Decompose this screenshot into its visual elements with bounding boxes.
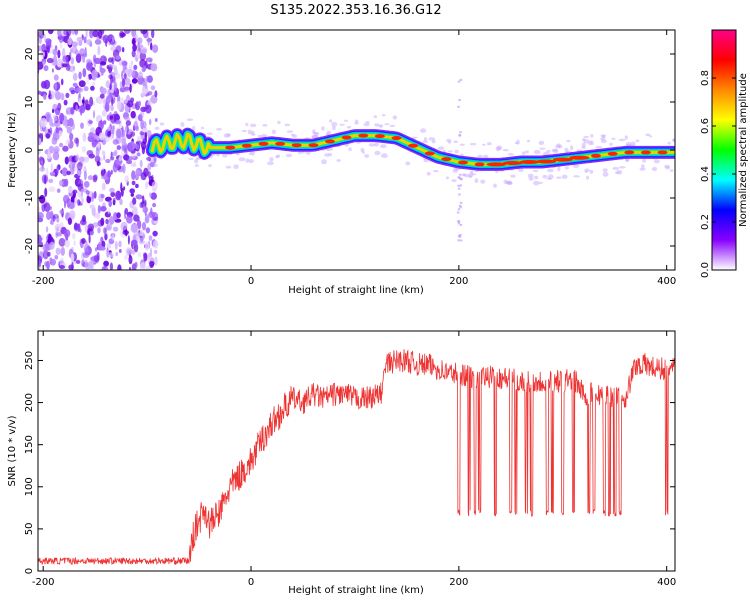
- streak-dot: [459, 201, 463, 204]
- x-tick-label: -200: [32, 577, 55, 588]
- colorbar-tick-label: 0.0: [700, 262, 711, 278]
- streak-dot: [459, 78, 463, 81]
- streak-dot: [457, 208, 461, 211]
- streak-dot: [457, 187, 461, 190]
- spectrogram-panel: -200 0 200 400 -20 -10 0 10 20 Height of straigh…: [7, 29, 676, 296]
- y-tick-label: 50: [24, 523, 35, 536]
- ridge-peak: [519, 160, 540, 164]
- snr-panel: -200 0 200 400 0 50 100 150 200 250 Height of str…: [7, 330, 676, 596]
- streak-dot: [457, 222, 461, 225]
- streak-dot: [457, 239, 460, 242]
- streak-dot: [457, 80, 461, 83]
- ridge-peak: [391, 136, 402, 140]
- ridge-peak: [458, 160, 468, 165]
- colorbar-gradient: [711, 29, 737, 271]
- spectrogram-content: [38, 30, 675, 270]
- snr-frame: [37, 330, 676, 572]
- y-tick-label: 100: [24, 477, 35, 496]
- ridge-peak: [552, 157, 573, 162]
- ridge-peak: [441, 157, 452, 162]
- streak-dot: [458, 176, 461, 179]
- snr-x-label: Height of straight line (km): [288, 585, 424, 596]
- ridge-peak: [308, 143, 319, 148]
- streak-dot: [457, 105, 460, 108]
- y-tick-label: 20: [24, 48, 35, 61]
- ridge-peak: [374, 134, 385, 139]
- ridge-peak: [275, 141, 286, 146]
- x-tick-label: -200: [32, 276, 55, 287]
- streak-dot: [458, 204, 462, 207]
- ridge-peak: [241, 143, 252, 148]
- ridge-peak: [657, 150, 668, 155]
- streak-dot: [457, 234, 461, 237]
- streak-dot: [459, 184, 463, 187]
- ridge-peak: [607, 151, 618, 156]
- y-tick-label: 150: [24, 435, 35, 454]
- ridge-peak: [258, 141, 269, 146]
- snr-plot-area: [38, 331, 675, 571]
- x-tick-label: 0: [248, 276, 254, 287]
- x-tick-label: 400: [657, 276, 676, 287]
- snr-content: [38, 349, 675, 566]
- y-tick-label: 250: [24, 351, 35, 370]
- x-tick-label: 200: [449, 276, 468, 287]
- x-tick-label: 400: [657, 577, 676, 588]
- streak-dot: [459, 178, 462, 180]
- y-tick-label: 10: [24, 96, 35, 109]
- y-tick-label: 0: [24, 147, 35, 153]
- streak-dot: [459, 234, 462, 236]
- streak-dot: [458, 193, 461, 196]
- ridge-band: [145, 127, 675, 171]
- snr-series-line: [38, 349, 675, 566]
- streak-dot: [459, 173, 462, 176]
- ridge-peak: [591, 153, 601, 158]
- ridge-peak: [291, 143, 302, 148]
- snr-y-label: SNR (10 * v/v): [7, 415, 18, 486]
- ridge-peak: [408, 143, 419, 148]
- spectrogram-y-label: Frequency (Hz): [7, 112, 18, 188]
- colorbar-tick-label: 0.2: [700, 214, 711, 230]
- ridge-peak: [424, 151, 435, 156]
- colorbar-tick-label: 0.8: [700, 70, 711, 86]
- streak-dot: [457, 184, 460, 187]
- snr-axes: -200 0 200 400 0 50 100 150 200 250: [24, 331, 676, 588]
- ridge-peak: [474, 162, 485, 167]
- y-tick-label: -10: [24, 190, 35, 206]
- ridge-peak: [358, 133, 369, 138]
- ridge-peak: [536, 159, 557, 164]
- colorbar-label: Normalized spectral amplitude: [738, 73, 749, 227]
- x-tick-label: 0: [248, 577, 254, 588]
- colorbar-tick-label: 0.6: [700, 118, 711, 134]
- figure-title: S135.2022.353.16.36.G12: [270, 3, 441, 18]
- streak-dot: [459, 206, 462, 209]
- streak-dot: [457, 220, 461, 223]
- ridge-peak: [341, 135, 352, 140]
- streak-dot: [458, 134, 461, 137]
- spectrogram-x-label: Height of straight line (km): [288, 285, 424, 296]
- streak-dot: [459, 224, 463, 226]
- streak-dot: [459, 131, 462, 134]
- x-tick-label: 200: [449, 577, 468, 588]
- colorbar-axes: 0.0 0.2 0.4 0.6 0.8: [700, 70, 736, 278]
- colorbar: 0.0 0.2 0.4 0.6 0.8 Normalized spectral ampl…: [700, 29, 749, 278]
- ridge-peak: [502, 161, 523, 165]
- streak-dot: [456, 211, 460, 214]
- ridge-peak: [486, 162, 507, 167]
- ridge-peak: [640, 150, 651, 155]
- ridge-peak: [225, 145, 236, 150]
- streak-dot: [459, 239, 463, 242]
- noise-speckles: [38, 30, 159, 270]
- spectrogram-axes: -200 0 200 400 -20 -10 0 10 20: [24, 30, 676, 287]
- ridge-peak: [624, 150, 635, 155]
- ridge-peak: [569, 155, 590, 160]
- y-tick-label: -20: [24, 238, 35, 254]
- y-tick-label: 200: [24, 393, 35, 412]
- streak-dot: [458, 99, 461, 102]
- ridge-peak: [325, 139, 335, 144]
- colorbar-tick-label: 0.4: [700, 166, 711, 182]
- y-tick-label: 0: [24, 568, 35, 574]
